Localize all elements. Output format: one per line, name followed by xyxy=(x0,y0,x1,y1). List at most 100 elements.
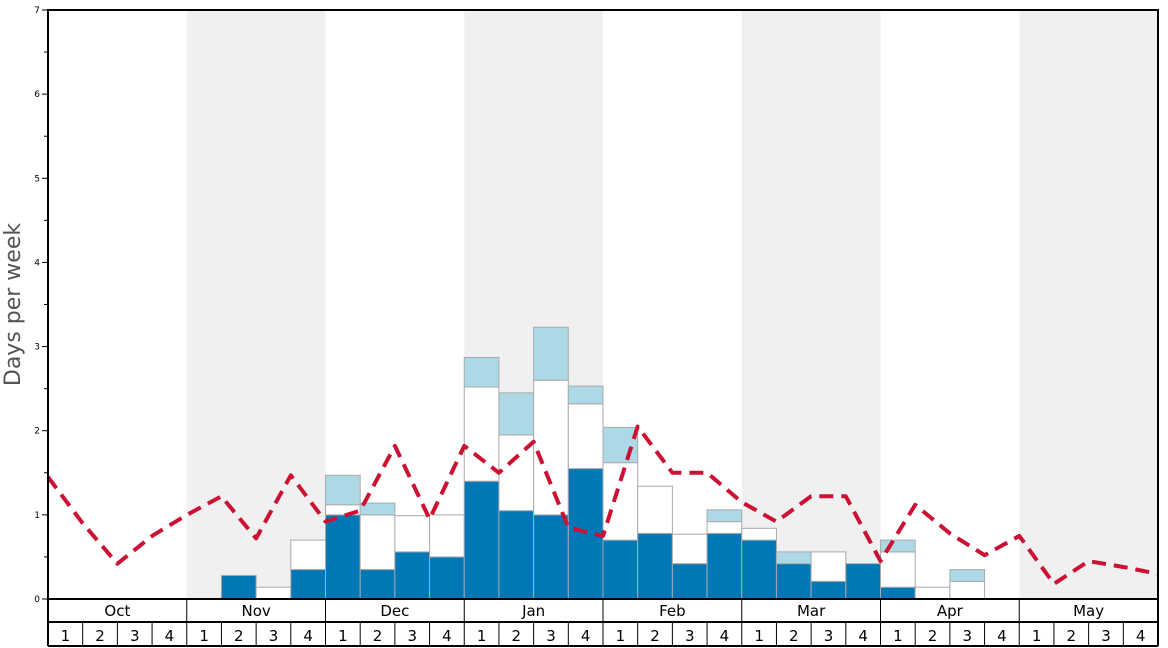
month-label-nov: Nov xyxy=(241,602,270,620)
bar-dark-week-20 xyxy=(706,532,743,600)
bar-dark-week-22 xyxy=(775,563,812,600)
bar-white-week-26 xyxy=(914,586,951,600)
week-label: 2 xyxy=(789,627,799,645)
x-axis: Oct 1 2 3 4 Nov 1 2 3 4 Dec 1 2 3 4 Jan 1 2 3 4 Feb 1 2 3 4 Mar 1 2… xyxy=(47,599,1159,647)
bar-white-week-20 xyxy=(706,521,743,534)
week-label: 1 xyxy=(754,627,764,645)
plot-frame xyxy=(47,9,1159,600)
bar-light-week-10 xyxy=(359,502,396,516)
bar-light-week-25 xyxy=(880,539,916,553)
bar-dark-week-11 xyxy=(394,551,431,600)
bar-white-week-25 xyxy=(880,551,916,588)
month-label-feb: Feb xyxy=(659,602,686,620)
week-label: 4 xyxy=(1136,627,1146,645)
bar-dark-week-12 xyxy=(429,556,465,600)
week-label: 4 xyxy=(997,627,1007,645)
week-label: 3 xyxy=(269,627,279,645)
bar-dark-week-25 xyxy=(880,586,916,600)
bar-white-week-27 xyxy=(949,580,986,600)
week-label: 1 xyxy=(199,627,209,645)
month-label-jan: Jan xyxy=(521,602,545,620)
bar-dark-week-9 xyxy=(325,514,361,600)
bar-white-week-7 xyxy=(255,586,292,600)
bar-dark-week-23 xyxy=(810,580,847,600)
bar-light-week-20 xyxy=(706,509,743,523)
bar-white-week-15 xyxy=(533,379,569,516)
week-label: 3 xyxy=(685,627,695,645)
week-label: 2 xyxy=(234,627,244,645)
week-label: 1 xyxy=(61,627,71,645)
week-label: 2 xyxy=(373,627,383,645)
bar-light-week-17 xyxy=(602,426,639,464)
bar-white-week-10 xyxy=(359,514,396,571)
bar-white-week-8 xyxy=(290,539,326,571)
bar-white-week-21 xyxy=(741,527,777,541)
week-label: 3 xyxy=(546,627,556,645)
shade-band-nov xyxy=(186,10,326,599)
shade-band-may xyxy=(1019,10,1158,599)
week-label: 3 xyxy=(1101,627,1111,645)
week-label: 2 xyxy=(1067,627,1077,645)
week-label: 4 xyxy=(581,627,591,645)
week-label: 4 xyxy=(720,627,730,645)
shade-band-mar xyxy=(741,10,881,599)
bar-white-week-17 xyxy=(602,462,639,541)
y-tick-label: 4 xyxy=(34,258,40,268)
week-label: 4 xyxy=(303,627,313,645)
week-label: 3 xyxy=(130,627,140,645)
week-label: 1 xyxy=(477,627,487,645)
average-days-line xyxy=(46,424,1159,586)
bar-light-week-14 xyxy=(498,392,535,436)
y-tick-label: 6 xyxy=(34,90,40,100)
y-axis: 0 1 2 3 4 5 6 7 xyxy=(34,6,48,605)
bar-dark-week-18 xyxy=(637,532,673,600)
bar-dark-week-21 xyxy=(741,539,777,600)
bar-light-week-22 xyxy=(775,551,812,565)
bar-white-week-13 xyxy=(463,386,500,482)
bar-white-week-19 xyxy=(671,533,708,565)
week-label: 1 xyxy=(1032,627,1042,645)
bar-white-week-23 xyxy=(810,551,847,582)
bar-light-week-27 xyxy=(949,569,986,582)
month-label-apr: Apr xyxy=(937,602,964,620)
bar-light-week-16 xyxy=(567,385,604,405)
bar-light-week-9 xyxy=(325,474,361,506)
week-label: 2 xyxy=(928,627,938,645)
week-label: 4 xyxy=(165,627,175,645)
week-label: 4 xyxy=(442,627,452,645)
week-label: 2 xyxy=(95,627,105,645)
y-axis-label: Days per week xyxy=(1,223,26,386)
week-label: 3 xyxy=(962,627,972,645)
month-shading-bands xyxy=(186,10,1158,599)
y-tick-label: 2 xyxy=(34,427,40,437)
week-label: 2 xyxy=(512,627,522,645)
bar-white-week-12 xyxy=(429,514,465,558)
bar-dark-week-10 xyxy=(359,569,396,600)
bar-white-week-18 xyxy=(637,485,673,534)
week-label: 1 xyxy=(616,627,626,645)
bar-dark-week-24 xyxy=(845,563,881,600)
week-label: 3 xyxy=(824,627,834,645)
bar-dark-week-13 xyxy=(463,480,500,600)
y-tick-label: 1 xyxy=(34,511,40,521)
month-label-mar: Mar xyxy=(797,602,826,620)
y-tick-label: 5 xyxy=(34,174,40,184)
y-tick-label: 3 xyxy=(34,343,40,353)
week-label: 1 xyxy=(893,627,903,645)
bar-dark-week-8 xyxy=(290,569,326,600)
bar-dark-week-15 xyxy=(533,514,569,600)
month-label-dec: Dec xyxy=(380,602,409,620)
bar-light-week-13 xyxy=(463,357,500,388)
week-label: 2 xyxy=(650,627,660,645)
bar-light-week-15 xyxy=(533,326,569,381)
y-tick-label: 7 xyxy=(34,6,40,16)
bar-dark-week-17 xyxy=(602,539,639,600)
y-tick-label: 0 xyxy=(34,595,40,605)
week-label: 4 xyxy=(858,627,868,645)
bar-dark-week-19 xyxy=(671,563,708,600)
week-label: 1 xyxy=(338,627,348,645)
month-label-oct: Oct xyxy=(104,602,130,620)
month-label-may: May xyxy=(1073,602,1104,620)
bar-white-week-11 xyxy=(394,515,431,553)
